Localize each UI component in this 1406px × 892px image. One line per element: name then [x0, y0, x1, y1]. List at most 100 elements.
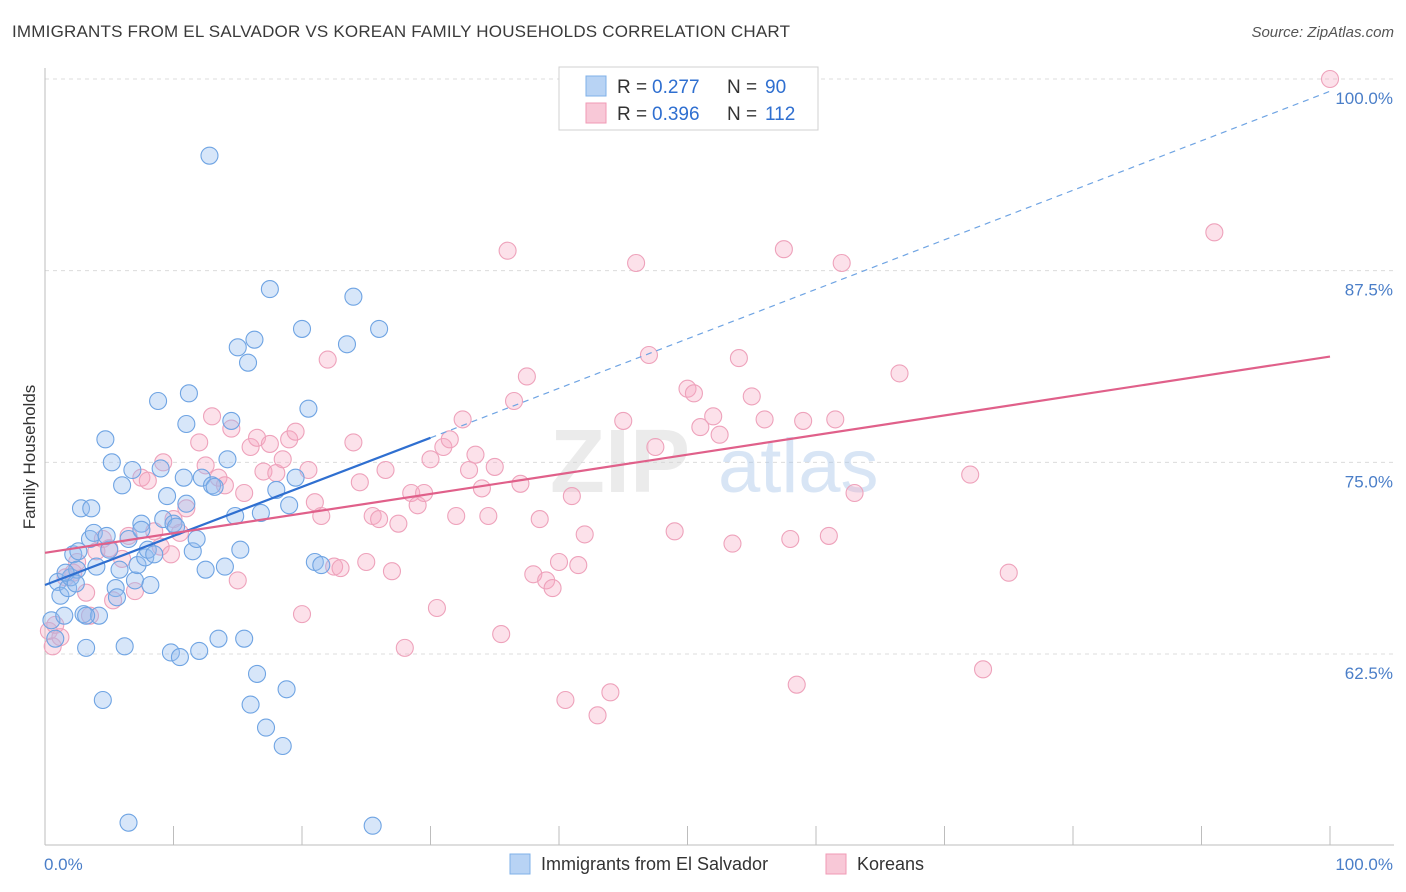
legend-bottom-label-blue: Immigrants from El Salvador [541, 854, 768, 874]
legend-bottom-swatch-pink [825, 853, 847, 875]
el-salvador-point [161, 643, 180, 662]
el-salvador-point [192, 468, 211, 487]
el-salvador-point [241, 695, 260, 714]
el-salvador-point [228, 338, 247, 357]
korean-point [190, 433, 209, 452]
el-salvador-trend-line [44, 436, 431, 587]
korean-point [601, 683, 620, 702]
korean-point [421, 450, 440, 469]
x-tick-label-max: 100.0% [1335, 855, 1393, 874]
korean-point [556, 690, 575, 710]
korean-point [228, 571, 247, 590]
y-tick-label: 87.5% [1345, 281, 1393, 300]
y-tick-label: 75.0% [1345, 472, 1393, 491]
el-salvador-point [89, 606, 109, 625]
el-salvador-point [107, 588, 127, 607]
korean-point [434, 437, 453, 457]
korean-point [1320, 69, 1340, 89]
watermark: ZIP atlas [550, 412, 879, 512]
korean-point [376, 460, 395, 480]
el-salvador-point [151, 459, 170, 478]
korean-point [755, 410, 774, 429]
korean-point [498, 241, 517, 260]
el-salvador-point [102, 453, 121, 472]
korean-point [819, 526, 838, 545]
el-salvador-point [187, 529, 206, 549]
trend-lines [44, 90, 1331, 587]
korean-point [1205, 223, 1224, 242]
korean-point [781, 529, 800, 549]
el-salvador-point [177, 494, 196, 513]
y-tick-label: 100.0% [1335, 89, 1393, 108]
el-salvador-point [205, 477, 224, 496]
el-salvador-point [77, 638, 96, 657]
korean-point [286, 422, 305, 441]
el-salvador-point [141, 575, 160, 595]
korean-point [774, 240, 793, 259]
korean-point [729, 349, 748, 368]
el-salvador-trend-extension [430, 90, 1331, 439]
source-note: Source: ZipAtlas.com [1251, 24, 1394, 41]
el-salvador-points [42, 146, 389, 835]
korean-point [691, 418, 710, 437]
korean-point [453, 410, 472, 429]
correlation-legend: R = 0.277 N = 90 R = 0.396 N = 112 [558, 66, 819, 131]
korean-point [427, 598, 446, 618]
korean-point [222, 419, 241, 438]
korean-point [241, 437, 260, 457]
el-salvador-point [299, 399, 318, 418]
el-salvador-point [273, 736, 292, 756]
el-salvador-point [245, 330, 264, 349]
el-salvador-point [370, 319, 389, 338]
el-salvador-point [51, 586, 70, 605]
korean-point [684, 384, 703, 403]
el-salvador-point [125, 571, 144, 590]
korean-point [794, 411, 813, 430]
korean-point [614, 411, 633, 430]
legend-swatch-pink [585, 102, 607, 124]
korean-point [845, 483, 864, 503]
el-salvador-point [158, 487, 177, 506]
el-salvador-point [77, 606, 96, 625]
el-salvador-point [119, 813, 138, 832]
chart-title: IMMIGRANTS FROM EL SALVADOR VS KOREAN FA… [12, 22, 791, 41]
korean-point [704, 407, 723, 426]
korean-point [447, 506, 466, 526]
axes [44, 68, 1394, 846]
el-salvador-point [222, 411, 241, 430]
korean-point [678, 379, 697, 398]
korean-point [273, 450, 292, 469]
el-salvador-point [215, 557, 234, 576]
el-salvador-point [200, 146, 219, 165]
korean-point [639, 345, 659, 365]
el-salvador-point [145, 545, 164, 564]
korean-point [517, 367, 536, 386]
korean-point [569, 556, 588, 575]
el-salvador-point [132, 514, 151, 533]
korean-point [890, 364, 909, 383]
el-salvador-point [123, 460, 142, 480]
el-salvador-point [196, 560, 215, 579]
korean-point [357, 552, 376, 572]
korean-point [472, 479, 491, 498]
korean-point [125, 582, 144, 601]
el-salvador-point [231, 540, 250, 559]
korean-point [723, 534, 742, 553]
el-salvador-point [100, 540, 119, 559]
korean-point [575, 525, 594, 544]
korean-point [492, 625, 511, 644]
el-salvador-point [149, 391, 168, 411]
x-tick-label-min: 0.0% [44, 855, 83, 874]
legend-n-value-pink: 112 [765, 104, 795, 125]
el-salvador-point [251, 503, 270, 522]
korean-point [511, 474, 530, 493]
korean-point [588, 706, 607, 725]
el-salvador-point [344, 287, 363, 306]
korean-point [549, 552, 569, 572]
el-salvador-point [71, 499, 91, 518]
korean-point [260, 434, 279, 453]
legend-r-value-pink: 0.396 [652, 104, 700, 125]
koreans-trend-line [44, 355, 1331, 554]
legend-bottom-swatch-blue [509, 853, 531, 875]
